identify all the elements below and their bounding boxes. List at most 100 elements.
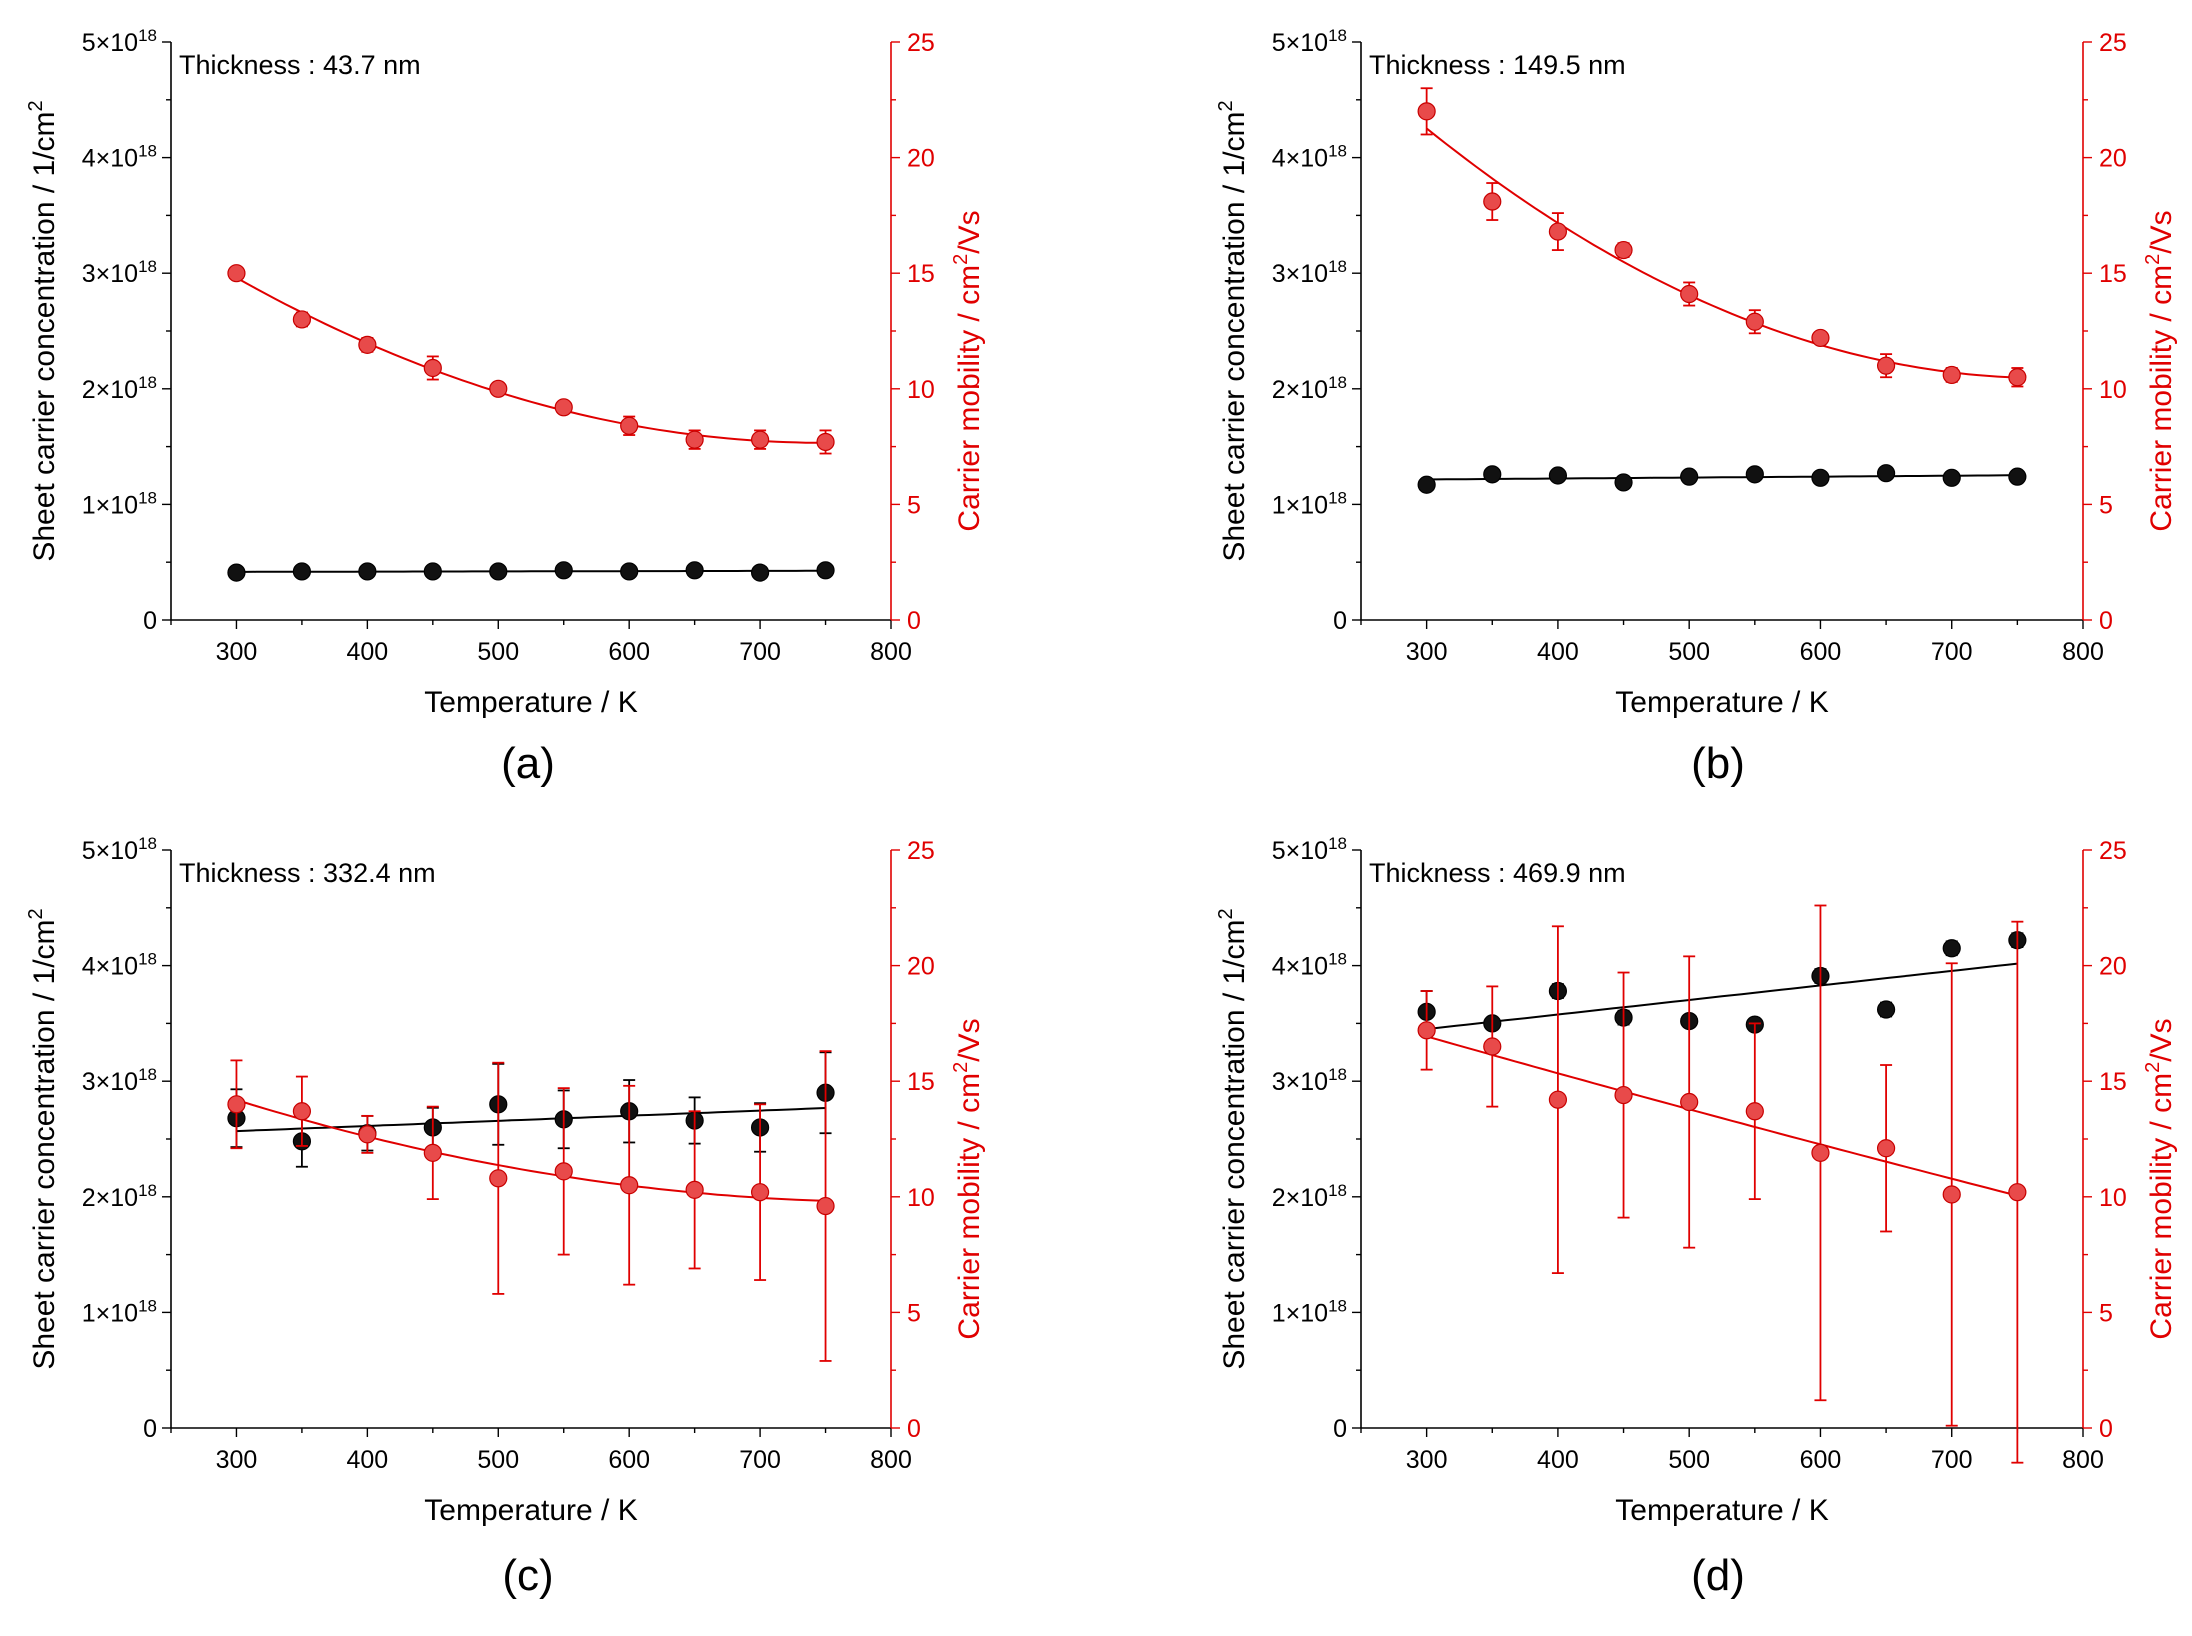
y-right-tick-label: 25 [2099, 837, 2127, 865]
x-tick-label: 500 [1668, 1446, 1710, 1474]
fit-line [1426, 474, 2018, 481]
fit-line [236, 569, 826, 573]
data-point [1745, 1102, 1764, 1121]
data-point [685, 1180, 704, 1199]
x-tick-label: 500 [477, 1446, 519, 1474]
data-point [423, 562, 442, 581]
x-tick-label: 700 [739, 1446, 781, 1474]
x-tick-label: 300 [216, 638, 258, 666]
y-left-tick-label: 5×1018 [1272, 26, 1347, 57]
x-tick-label: 300 [1406, 638, 1448, 666]
y-right-tick-label: 25 [907, 837, 935, 865]
data-point [292, 562, 312, 581]
data-point [489, 562, 508, 581]
data-point [292, 310, 312, 329]
data-point [620, 562, 639, 581]
data-point [816, 561, 835, 580]
x-axis-label: Temperature / K [1615, 1494, 1828, 1527]
x-tick-label: 700 [1931, 638, 1973, 666]
chart-panel-a: 300 400 500 600 700 800 0 1×1018 2×1018 3×1018 4×1… [25, 26, 986, 788]
data-point [816, 432, 835, 452]
data-point [489, 379, 508, 398]
data-point [227, 264, 246, 283]
x-tick-label: 800 [2062, 1446, 2104, 1474]
y-left-tick-label: 3×1018 [82, 257, 157, 288]
x-axis-label: Temperature / K [424, 686, 637, 719]
x-tick-label: 600 [608, 638, 650, 666]
data-point [2008, 368, 2027, 387]
data-point [1942, 468, 1961, 487]
mobility-series [227, 1050, 835, 1362]
x-tick-label: 400 [347, 1446, 389, 1474]
y-right-tick-label: 15 [2099, 260, 2127, 288]
thickness-annotation: Thickness : 469.9 nm [1369, 858, 1626, 888]
data-point [554, 398, 573, 417]
y-right-tick-label: 0 [907, 607, 921, 635]
data-point [292, 1102, 312, 1121]
data-point [1680, 284, 1699, 304]
data-point [1548, 466, 1568, 485]
data-point [1942, 939, 1961, 958]
x-tick-label: 800 [870, 638, 912, 666]
data-point [423, 358, 442, 378]
data-point [227, 1095, 246, 1114]
fit-line [236, 276, 826, 444]
data-point [358, 1125, 377, 1144]
y-left-tick-label: 0 [1333, 1415, 1347, 1443]
x-tick-label: 300 [216, 1446, 258, 1474]
y-right-tick-label: 25 [907, 29, 935, 57]
y-left-tick-label: 0 [143, 1415, 157, 1443]
data-point [1811, 1143, 1830, 1162]
y-left-tick-label: 2×1018 [82, 373, 157, 404]
x-tick-label: 600 [608, 1446, 650, 1474]
y-right-tick-label: 10 [907, 1184, 935, 1212]
panel-label: (a) [501, 739, 555, 788]
y-left-tick-label: 3×1018 [1272, 1065, 1347, 1096]
data-point [685, 561, 704, 580]
x-axis-label: Temperature / K [424, 1494, 637, 1527]
data-point [816, 1196, 835, 1216]
data-point [1548, 222, 1568, 241]
data-point [1417, 475, 1436, 494]
thickness-annotation: Thickness : 332.4 nm [179, 858, 436, 888]
x-tick-label: 800 [870, 1446, 912, 1474]
y-left-tick-label: 2×1018 [82, 1181, 157, 1212]
thickness-annotation: Thickness : 149.5 nm [1369, 50, 1626, 80]
data-point [1483, 465, 1502, 484]
y-left-tick-label: 2×1018 [1272, 1181, 1347, 1212]
y-left-axis-label: Sheet carrier concentration / 1/cm2 [1215, 908, 1251, 1369]
x-tick-label: 700 [1931, 1446, 1973, 1474]
y-right-tick-label: 10 [907, 376, 935, 404]
concentration-series [227, 561, 835, 582]
data-point [1614, 240, 1633, 260]
data-point [1876, 356, 1896, 375]
panel-label: (b) [1691, 739, 1745, 788]
y-right-tick-label: 5 [907, 491, 921, 519]
y-right-tick-label: 0 [2099, 607, 2113, 635]
y-left-tick-label: 0 [143, 607, 157, 635]
fit-line [236, 1107, 826, 1133]
y-right-tick-label: 15 [907, 1068, 935, 1096]
data-point [1745, 312, 1764, 331]
data-point [620, 416, 639, 435]
y-left-tick-label: 1×1018 [82, 488, 157, 519]
data-point [1417, 102, 1436, 121]
data-point [1745, 465, 1764, 484]
panel-label: (c) [502, 1551, 553, 1600]
fit-line [1425, 127, 2018, 379]
chart-panel-c: 300 400 500 600 700 800 0 1×1018 2×1018 3×1018 4×1… [25, 834, 986, 1600]
data-point [750, 430, 770, 449]
y-left-tick-label: 4×1018 [1272, 142, 1347, 173]
y-right-axis-label: Carrier mobility / cm2/Vs [950, 1018, 986, 1339]
y-right-axis-label: Carrier mobility / cm2/Vs [2142, 210, 2178, 531]
y-right-tick-label: 5 [907, 1299, 921, 1327]
data-point [1614, 1085, 1633, 1105]
y-right-axis-label: Carrier mobility / cm2/Vs [950, 210, 986, 531]
x-tick-label: 500 [1668, 638, 1710, 666]
y-right-tick-label: 15 [907, 260, 935, 288]
data-point [423, 1143, 442, 1162]
x-tick-label: 400 [1537, 1446, 1579, 1474]
y-right-tick-label: 25 [2099, 29, 2127, 57]
panel-label: (d) [1691, 1551, 1745, 1600]
data-point [554, 561, 573, 580]
